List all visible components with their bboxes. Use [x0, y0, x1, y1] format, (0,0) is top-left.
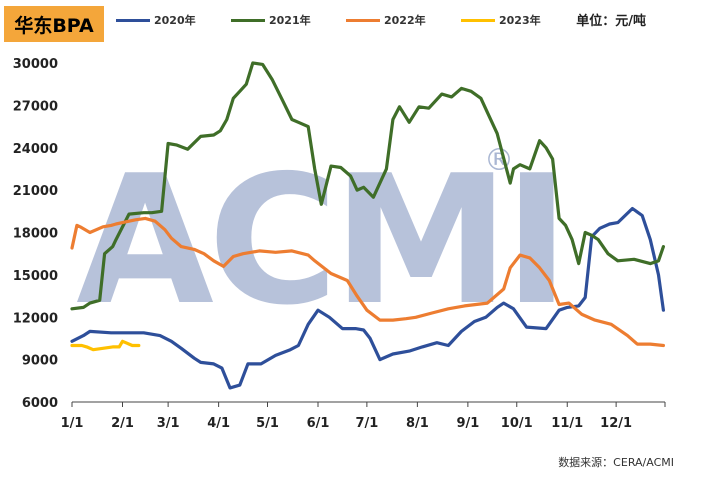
- series-line-2023: [70, 339, 141, 352]
- x-tick-label: 10/1: [501, 416, 533, 431]
- legend: 2020年 2021年 2022年 2023年: [116, 12, 576, 28]
- unit-label: 单位：元/吨: [576, 14, 646, 29]
- x-axis: 1/1 2/1 3/1 4/1 5/1 6/1 7/1 8/1 9/1 10/1 11/1 12/1: [61, 401, 666, 431]
- legend-label-2023: 2023年: [499, 14, 541, 27]
- y-tick-label: 24000: [13, 142, 58, 157]
- registered-mark: ®: [484, 143, 514, 178]
- x-tick-label: 6/1: [307, 416, 330, 431]
- x-tick-label: 3/1: [157, 416, 180, 431]
- y-tick-label: 27000: [13, 99, 58, 114]
- legend-swatch-2022: [346, 18, 380, 22]
- series-line-2022: [70, 216, 666, 348]
- x-tick-label: 12/1: [600, 416, 632, 431]
- y-tick-label: 15000: [13, 269, 58, 284]
- y-axis: 6000 9000 12000 15000 18000 21000 24000 27000 30…: [13, 57, 58, 411]
- chart-title: 华东BPA: [4, 6, 104, 42]
- y-tick-label: 30000: [13, 57, 58, 72]
- x-tick-label: 8/1: [406, 416, 429, 431]
- legend-swatch-2023: [461, 18, 495, 22]
- y-tick-label: 18000: [13, 227, 58, 242]
- legend-item-2020: 2020年: [116, 12, 231, 28]
- legend-swatch-2020: [116, 18, 150, 22]
- series-line-2021: [70, 61, 666, 311]
- source-note: 数据来源：CERA/ACMI: [558, 456, 674, 469]
- x-tick-label: 2/1: [111, 416, 134, 431]
- legend-label-2020: 2020年: [154, 14, 196, 27]
- legend-label-2021: 2021年: [269, 14, 311, 27]
- x-tick-label: 5/1: [256, 416, 279, 431]
- legend-swatch-2021: [231, 18, 265, 22]
- y-tick-label: 12000: [13, 311, 58, 326]
- x-tick-label: 11/1: [551, 416, 583, 431]
- x-tick-label: 7/1: [355, 416, 378, 431]
- legend-item-2021: 2021年: [231, 12, 346, 28]
- x-tick-label: 4/1: [207, 416, 230, 431]
- watermark-text: ACMI: [76, 137, 564, 344]
- y-tick-label: 21000: [13, 184, 58, 199]
- x-tick-label: 9/1: [456, 416, 479, 431]
- x-tick-label: 1/1: [61, 416, 84, 431]
- legend-item-2022: 2022年: [346, 12, 461, 28]
- y-tick-label: 6000: [22, 396, 58, 411]
- legend-label-2022: 2022年: [384, 14, 426, 27]
- watermark: ACMI ®: [76, 137, 570, 344]
- series-line-2020: [70, 206, 666, 390]
- y-tick-label: 9000: [22, 354, 58, 369]
- series-layer: [70, 61, 666, 390]
- legend-item-2023: 2023年: [461, 12, 576, 28]
